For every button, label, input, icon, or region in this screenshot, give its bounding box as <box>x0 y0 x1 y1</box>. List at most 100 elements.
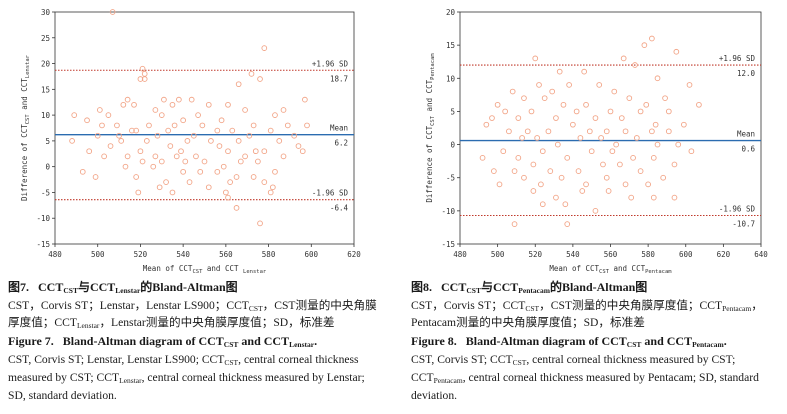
fig8-data-point <box>686 82 693 88</box>
figure-7-zh-l2a: 厚度值；CCT <box>8 316 77 329</box>
fig8-data-point <box>528 108 535 115</box>
figure-8-panel: -15 -10 -5 0 5 10 15 20 480 500 520 540 560 580 600 620… <box>405 0 787 402</box>
fig7-data-point <box>261 45 268 51</box>
figure-7-zh-l1sub: CST <box>248 304 263 313</box>
fig7-data-point <box>156 184 163 191</box>
fig7-data-point <box>171 122 178 129</box>
fig7-data-point <box>257 220 263 227</box>
fig8-data-point <box>628 194 635 201</box>
fig7-xtick-label: 540 <box>176 250 190 259</box>
fig7-data-point <box>107 143 114 149</box>
figure-7-caption-en-title: Figure 7. Bland-Altman diagram of CCTCST… <box>8 334 317 350</box>
fig7-data-point <box>248 71 255 77</box>
fig8-data-point <box>620 55 627 62</box>
fig7-data-point <box>99 122 105 129</box>
fig8-lower-value: -10.7 <box>732 219 755 228</box>
fig8-xtick-label: 640 <box>754 250 768 259</box>
fig7-data-point <box>186 179 193 185</box>
fig8-data-point <box>558 174 565 181</box>
fig7-data-point <box>116 132 122 139</box>
figure-8-bland-altman-chart: -15 -10 -5 0 5 10 15 20 480 500 520 540 560 580 600 620… <box>425 8 768 275</box>
fig7-data-point <box>267 127 274 134</box>
fig7-data-point <box>163 179 169 185</box>
fig8-data-point <box>566 82 572 88</box>
fig8-data-point <box>519 135 525 141</box>
figure-8-en-t3: . <box>723 334 727 348</box>
fig8-ytick-label: -5 <box>446 174 455 183</box>
fig8-data-point <box>675 141 682 148</box>
fig7-data-point <box>152 107 159 113</box>
fig8-data-point <box>494 101 501 108</box>
fig7-ylabel-part-0: Difference of CCT <box>20 124 29 201</box>
fig7-xtick-label: 580 <box>262 250 276 259</box>
fig8-ytick-label: 5 <box>450 107 455 116</box>
fig7-ylabel-part-3: Lenstar <box>25 54 31 78</box>
figure-8-caption-zh-line2: Pentacam测量的中央角膜厚度值；SD，标准差 <box>411 315 645 331</box>
fig7-data-point <box>201 158 208 165</box>
fig7-data-point <box>173 153 180 160</box>
figure-8-zh-t2: 与CCT <box>480 280 519 294</box>
fig8-data-point <box>688 148 695 155</box>
fig8-data-point <box>509 88 516 95</box>
fig7-xlabel-part-0: Mean of CCT <box>143 264 193 273</box>
fig8-data-point <box>626 95 633 102</box>
fig7-data-point <box>154 132 161 139</box>
fig8-data-point <box>622 128 629 135</box>
fig7-data-point <box>195 112 201 118</box>
fig8-mean-value: 0.6 <box>741 145 755 154</box>
fig8-data-point <box>539 201 546 208</box>
fig7-data-point <box>229 127 236 134</box>
fig8-data-point <box>607 108 614 115</box>
fig8-data-point <box>645 181 651 188</box>
fig7-data-point <box>223 189 229 196</box>
fig8-data-point <box>573 108 580 115</box>
fig8-data-point <box>549 88 556 95</box>
fig7-data-point <box>129 127 135 134</box>
fig8-ytick-label: 15 <box>446 41 455 50</box>
fig8-data-point <box>500 148 507 155</box>
fig7-data-point <box>182 158 189 165</box>
fig8-xtick-label: 500 <box>491 250 505 259</box>
fig7-xtick-label: 620 <box>347 250 361 259</box>
fig8-data-point <box>560 101 567 108</box>
figure-7-caption-en-line1: CST, Corvis ST; Lenstar, Lenstar LS900; … <box>8 352 359 368</box>
fig8-data-point <box>541 95 548 102</box>
figure-7-caption-zh-line2: 厚度值；CCTLenstar，Lenstar测量的中央角膜厚度值；SD，标准差 <box>8 315 335 331</box>
figure-8-zh-l1b: ，CST测量的中央角膜厚度值；CCT <box>539 299 723 312</box>
fig7-data-point <box>276 138 283 144</box>
fig8-data-point <box>577 135 584 141</box>
fig8-data-point <box>618 115 625 121</box>
figure-8-en-s2: Pentacam <box>692 340 724 349</box>
figure-8-caption-zh-title: 图8. CCTCST与CCTPentacam的Bland-Altman图 <box>411 280 647 296</box>
fig7-data-point <box>146 122 152 129</box>
figure-8-en-l2a: CCT <box>411 371 434 384</box>
fig8-ytick-label: 0 <box>450 141 455 150</box>
fig8-data-point <box>564 221 571 227</box>
fig8-ylabel-part-2: and CCT <box>425 79 434 116</box>
fig8-data-point <box>641 42 648 48</box>
fig8-data-point <box>496 181 503 188</box>
figure-8-zh-l1sub: CST <box>525 304 540 313</box>
fig7-xtick-label: 480 <box>48 250 62 259</box>
fig8-data-point <box>511 221 518 227</box>
figure-8-zh-l1a: CST，Corvis ST；CCT <box>411 299 526 312</box>
fig7-data-point <box>284 122 291 129</box>
fig8-data-point <box>530 161 537 168</box>
fig8-data-point <box>491 168 497 174</box>
fig8-data-point <box>581 68 588 75</box>
fig7-y-axis-label: Difference of CCTCST and CCTLenstar <box>20 54 31 201</box>
fig7-data-point <box>237 158 244 165</box>
fig7-data-point <box>257 76 263 82</box>
fig7-data-point <box>272 168 278 175</box>
fig8-data-point <box>630 154 636 161</box>
fig7-data-point <box>122 163 129 170</box>
fig7-data-point <box>79 168 86 175</box>
fig7-data-point <box>302 96 308 103</box>
fig7-ytick-label: -5 <box>41 188 50 197</box>
fig8-data-point <box>538 181 544 188</box>
fig8-data-point <box>575 168 582 174</box>
fig7-plot-frame <box>54 11 355 245</box>
fig8-data-point <box>673 48 680 55</box>
figure-7-en-l2a: measured by CST; CCT <box>8 371 120 384</box>
fig7-data-point <box>216 143 223 149</box>
